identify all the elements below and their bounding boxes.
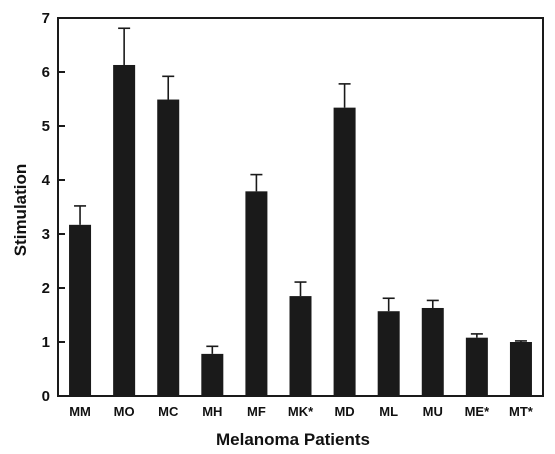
x-tick-label: MF [247,404,266,419]
y-tick-label: 0 [42,388,50,405]
error-bar [294,281,307,297]
bar-mh [201,353,224,396]
y-tick-label: 3 [42,226,50,243]
axes [57,17,544,397]
error-bar [162,75,175,100]
error-bar [382,297,395,312]
y-tick-label: 4 [42,172,51,189]
bar-ml [377,311,400,396]
x-tick-label: ME* [465,404,491,419]
error-bars [74,27,527,354]
bars [69,64,532,396]
y-tick-label: 5 [42,118,50,135]
bar-mc [157,99,180,396]
bar-mo [113,64,136,396]
x-tick-label: ML [379,404,398,419]
x-tick-label: MO [114,404,135,419]
error-bar [118,27,131,65]
error-bar [514,340,527,342]
y-tick-label: 1 [42,334,50,351]
y-tick-label: 6 [42,64,50,81]
bar-mt-star [509,342,532,396]
x-tick-label: MU [423,404,443,419]
error-bar [250,173,263,192]
error-bar [426,299,439,308]
error-bar [206,345,219,354]
x-tick-label: MM [69,404,91,419]
bar-mm [69,224,92,396]
bar-me-star [465,337,488,396]
y-tick-label: 7 [42,10,50,27]
y-tick-label: 2 [42,280,50,297]
bar-mf [245,191,268,396]
error-bar [74,205,87,225]
bar-mu [421,307,444,396]
bar-md [333,107,356,396]
x-tick-label: MH [202,404,222,419]
x-tick-label: MK* [288,404,314,419]
y-ticks: 0 1 2 3 4 5 6 7 [42,10,65,405]
y-axis-title: Stimulation [11,164,30,257]
x-tick-label: MD [334,404,354,419]
plot-frame [57,17,544,397]
x-tick-label: MC [158,404,179,419]
x-ticks: MM MO MC MH MF MK* MD ML MU ME* MT* [69,404,534,419]
error-bar [470,333,483,338]
bar-mk-star [289,296,312,396]
x-axis-title: Melanoma Patients [216,430,370,449]
error-bar [338,83,351,108]
x-tick-label: MT* [509,404,534,419]
